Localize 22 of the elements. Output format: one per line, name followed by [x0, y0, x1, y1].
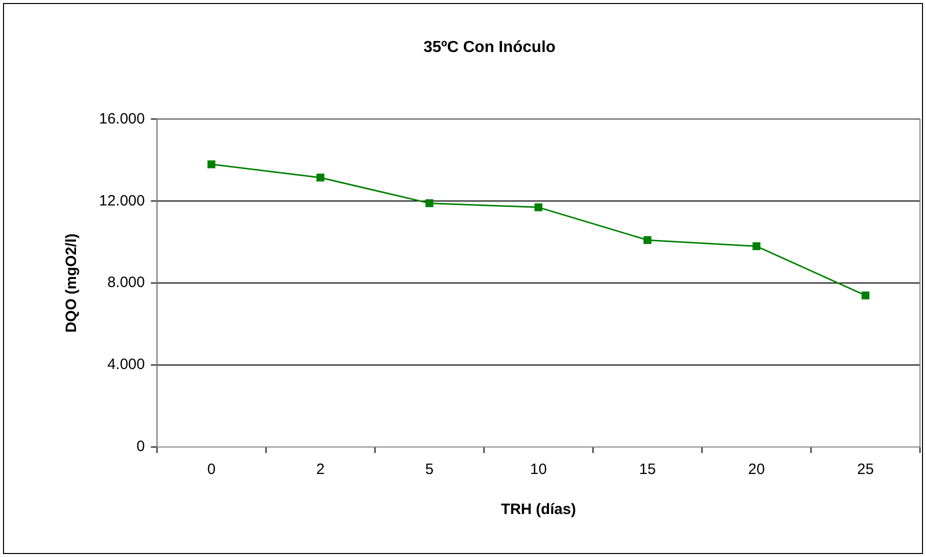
point: [316, 174, 324, 182]
y-axis-title: DQO (mgO2/l): [63, 234, 80, 333]
point: [207, 160, 216, 168]
y-tick-label: 16.000: [98, 110, 145, 128]
x-axis-title: TRH (días): [500, 501, 576, 518]
chart-title: 35ºC Con Inóculo: [423, 39, 556, 56]
point: [534, 203, 542, 212]
point: [644, 236, 652, 244]
x-tick-label: 20: [748, 461, 765, 478]
point: [862, 291, 870, 300]
point: [425, 199, 434, 208]
x-tick-label: 0: [207, 461, 216, 478]
x-tick-label: 10: [530, 461, 547, 478]
x-tick-label: 5: [425, 461, 434, 478]
x-tick-label: 25: [857, 461, 874, 478]
x-tick-label: 2: [316, 461, 325, 478]
x-tick-label: 15: [639, 461, 656, 478]
point: [752, 242, 760, 250]
y-tick-label: 12.000: [98, 192, 145, 210]
y-tick-label: 0: [136, 438, 145, 456]
y-tick-label: 8.000: [107, 274, 145, 292]
y-tick-label: 4.000: [107, 356, 145, 374]
